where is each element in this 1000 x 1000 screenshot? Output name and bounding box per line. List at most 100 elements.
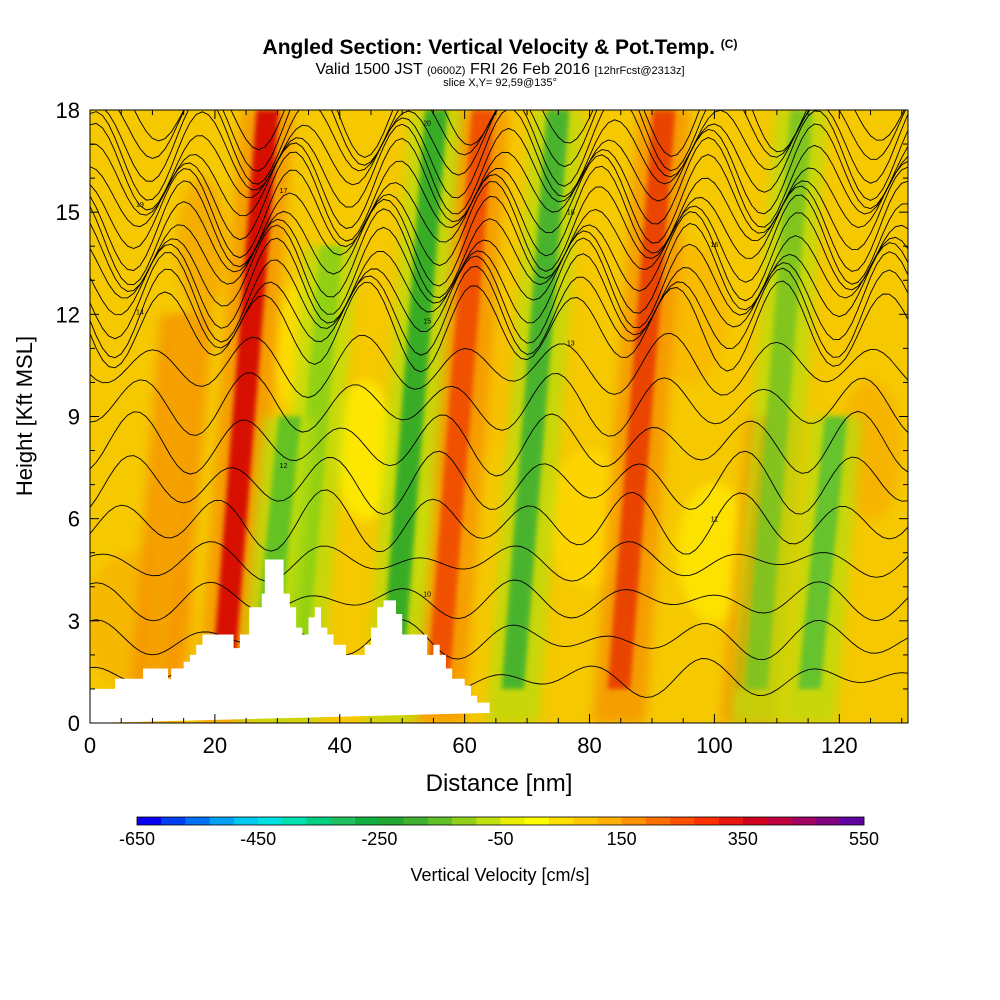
y-tick-label-4: 12: [56, 302, 80, 327]
colorbar-swatch-5: [258, 817, 283, 825]
updraft-core-0: [211, 110, 279, 689]
x-tick-label-6: 120: [821, 733, 858, 758]
theta-contour-3: [90, 541, 908, 582]
colorbar-swatch-23: [694, 817, 719, 825]
colorbar-swatch-21: [645, 817, 671, 825]
downdraft-core-0: [379, 110, 448, 689]
theta-contour-12: [90, 237, 908, 329]
colorbar-swatch-28: [815, 817, 841, 825]
y-tick-label-1: 3: [68, 609, 80, 634]
theta-contour-5: [90, 450, 908, 515]
colorbar-swatch-9: [355, 817, 380, 825]
contour-label-3: 12: [280, 463, 288, 470]
updraft-core-4: [142, 314, 198, 689]
colorbar-swatch-6: [282, 817, 307, 825]
axes: 0 20 40 60 80 100 120 0 3 6 9 12 15 18: [56, 98, 908, 758]
colorbar-swatch-29: [839, 817, 865, 825]
slice-info: slice X,Y= 92,59@135°: [443, 77, 557, 89]
y-tick-label-0: 0: [68, 711, 80, 736]
theta-contour-6: [90, 410, 908, 477]
y-tick-label-5: 15: [56, 200, 80, 225]
theta-contour-9: [90, 280, 908, 373]
colorbar-swatch-11: [403, 817, 429, 825]
theta-contour-23: [117, 110, 906, 172]
theta-contour-19: [90, 137, 908, 229]
x-tick-label-0: 0: [84, 733, 96, 758]
valid-prefix: Valid 1500 JST: [315, 61, 423, 78]
colorbar-swatch-14: [476, 817, 501, 825]
x-tick-label-1: 20: [203, 733, 227, 758]
copyright-mark: (C): [720, 37, 738, 51]
field-patch-2: [333, 380, 396, 521]
colorbar-label: Vertical Velocity [cm/s]: [410, 865, 589, 885]
theta-contour-14: [90, 208, 908, 302]
colorbar-tick-label-2: -250: [361, 829, 397, 849]
colorbar-swatch-8: [330, 817, 356, 825]
x-tick-label-5: 100: [696, 733, 733, 758]
theta-contour-20: [90, 122, 908, 215]
x-axis-label: Distance [nm]: [426, 770, 573, 797]
colorbar-swatch-17: [548, 817, 574, 825]
contour-label-11: 20: [423, 121, 431, 128]
theta-contour-15: [90, 194, 908, 287]
chart-title: Angled Section: Vertical Velocity & Pot.…: [0, 36, 1000, 60]
terrain-mask: [90, 559, 496, 723]
theta-contour-22: [90, 110, 908, 187]
updraft-core-1: [426, 110, 495, 689]
colorbar-swatch-19: [597, 817, 622, 825]
theta-contour-13: [90, 223, 908, 315]
contour-label-4: 13: [567, 341, 575, 348]
colorbar-swatch-27: [791, 817, 816, 825]
colorbar-swatch-3: [209, 817, 235, 825]
colorbar-swatch-7: [306, 817, 332, 825]
colorbar-swatch-4: [233, 817, 259, 825]
theta-contour-8: [90, 332, 908, 399]
colorbar-tick-label-6: 550: [849, 829, 879, 849]
y-axis-label: Height [Kft MSL]: [12, 336, 37, 496]
contour-label-9: 18: [567, 210, 575, 217]
valid-date: FRI 26 Feb 2016: [469, 61, 591, 78]
valid-time-line: Valid 1500 JST (0600Z) FRI 26 Feb 2016 […: [0, 61, 1000, 80]
contour-label-10: 19: [136, 202, 144, 209]
forecast-info: [12hrFcst@2313z]: [594, 65, 685, 77]
colorbar-swatch-15: [500, 817, 526, 825]
y-tick-label-2: 6: [68, 507, 80, 532]
contour-label-8: 17: [280, 188, 288, 195]
x-tick-label-4: 80: [577, 733, 601, 758]
colorbar-swatch-18: [573, 817, 598, 825]
colorbar-tick-label-4: 150: [607, 829, 637, 849]
chart-title-text: Angled Section: Vertical Velocity & Pot.…: [262, 36, 715, 59]
colorbar-tick-label-3: -50: [487, 829, 513, 849]
colorbar-swatch-0: [137, 817, 162, 825]
theta-contour-2: [90, 579, 908, 622]
theta-contour-24: [133, 110, 905, 158]
colorbar-swatch-2: [185, 817, 210, 825]
contour-label-7: 16: [711, 242, 719, 249]
colorbar-frame: [136, 816, 865, 826]
velocity-field: 91011121314151617181920: [90, 110, 908, 723]
colorbar-swatch-10: [379, 817, 404, 825]
field-patch-8: [177, 176, 228, 317]
contour-label-1: 10: [423, 592, 431, 599]
downdraft-core-2: [745, 110, 813, 689]
downdraft-core-1: [501, 110, 570, 689]
colorbar-tick-label-0: -650: [119, 829, 155, 849]
colorbar-swatch-25: [742, 817, 768, 825]
x-tick-label-3: 60: [452, 733, 476, 758]
y-tick-label-3: 9: [68, 405, 80, 430]
theta-contour-16: [90, 180, 908, 272]
y-tick-label-6: 18: [56, 98, 80, 123]
theta-contour-7: [90, 372, 908, 437]
theta-contour-21: [90, 110, 908, 201]
theta-contours: [90, 110, 908, 700]
colorbar-swatch-24: [718, 817, 744, 825]
theta-contour-4: [90, 489, 908, 555]
utc-time: (0600Z): [426, 65, 466, 77]
colorbar-tick-label-5: 350: [728, 829, 758, 849]
colorbar-swatch-1: [161, 817, 186, 825]
contour-label-6: 15: [423, 318, 431, 325]
colorbar-swatch-22: [670, 817, 695, 825]
colorbar-swatch-12: [427, 817, 453, 825]
colorbar-swatch-13: [452, 817, 477, 825]
